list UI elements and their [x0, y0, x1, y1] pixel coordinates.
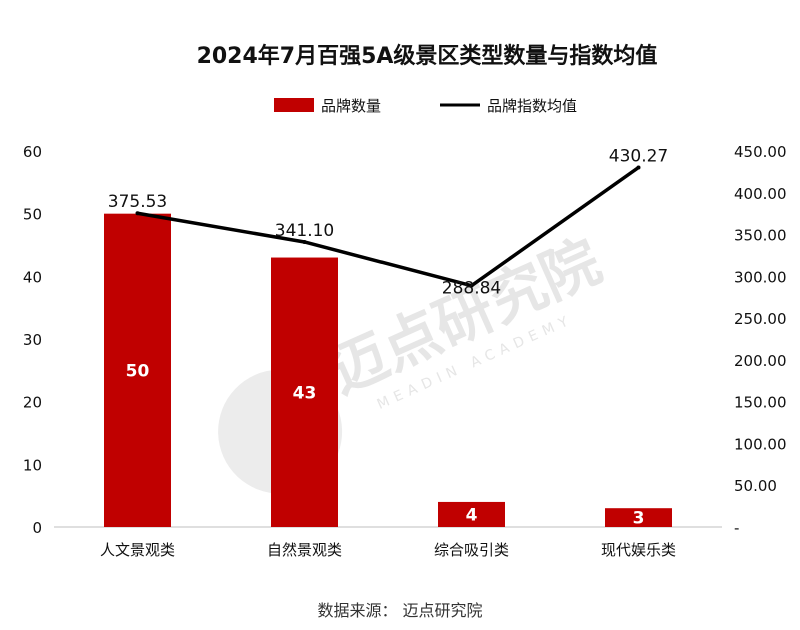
axes: 0 10 20 30 40 50 60 - 50.00 100.00 150.00 200.00 250…	[23, 143, 787, 559]
legend-label-line: 品牌指数均值	[487, 97, 577, 115]
data-source: 数据来源： 迈点研究院	[317, 601, 482, 620]
bar	[438, 501, 505, 527]
y-right-tick-label: 100.00	[734, 435, 787, 453]
legend: 品牌数量 品牌指数均值	[274, 97, 577, 115]
chart-title: 2024年7月百强5A级景区类型数量与指数均值	[197, 43, 658, 69]
y-left-tick-label: 30	[23, 331, 42, 349]
y-right-tick-label: 200.00	[734, 352, 787, 370]
y-right-tick-label: 50.00	[734, 477, 777, 495]
bar-data-label: 3	[633, 509, 645, 529]
y-right-tick-label: 300.00	[734, 268, 787, 286]
x-tick-label: 综合吸引类	[434, 541, 509, 559]
y-left-tick-label: 20	[23, 394, 42, 412]
bar	[271, 257, 338, 527]
y-left-tick-label: 50	[23, 206, 42, 224]
y-right-tick-label: -	[734, 519, 739, 537]
line-path	[137, 166, 640, 288]
bar	[605, 508, 672, 527]
bar	[104, 213, 171, 527]
y-left-tick-label: 10	[23, 456, 42, 474]
x-tick-label: 自然景观类	[267, 541, 342, 559]
bar-data-label: 4	[466, 505, 478, 525]
line-data-label: 341.10	[275, 221, 334, 241]
y-left-tick-label: 40	[23, 268, 42, 286]
y-right-tick-label: 150.00	[734, 394, 787, 412]
line-series: 375.53 341.10 288.84 430.27	[108, 146, 668, 298]
line-point	[135, 211, 140, 216]
y-left-tick-label: 60	[23, 143, 42, 161]
x-tick-label: 人文景观类	[100, 541, 175, 559]
y-right-tick-label: 400.00	[734, 185, 787, 203]
y-right-tick-label: 350.00	[734, 227, 787, 245]
line-data-label: 375.53	[108, 192, 167, 212]
line-point	[302, 239, 307, 244]
bar-data-label: 50	[126, 361, 150, 381]
line-data-label: 288.84	[442, 279, 501, 299]
line-point	[636, 165, 641, 170]
line-point	[469, 283, 474, 288]
bar-data-label: 43	[293, 383, 317, 403]
legend-swatch-bar	[274, 98, 314, 112]
x-tick-label: 现代娱乐类	[601, 541, 676, 559]
y-right-tick-label: 450.00	[734, 143, 787, 161]
y-right-tick-label: 250.00	[734, 310, 787, 328]
legend-label-bar: 品牌数量	[321, 97, 381, 115]
line-data-label: 430.27	[609, 146, 668, 166]
y-left-tick-label: 0	[32, 519, 42, 537]
